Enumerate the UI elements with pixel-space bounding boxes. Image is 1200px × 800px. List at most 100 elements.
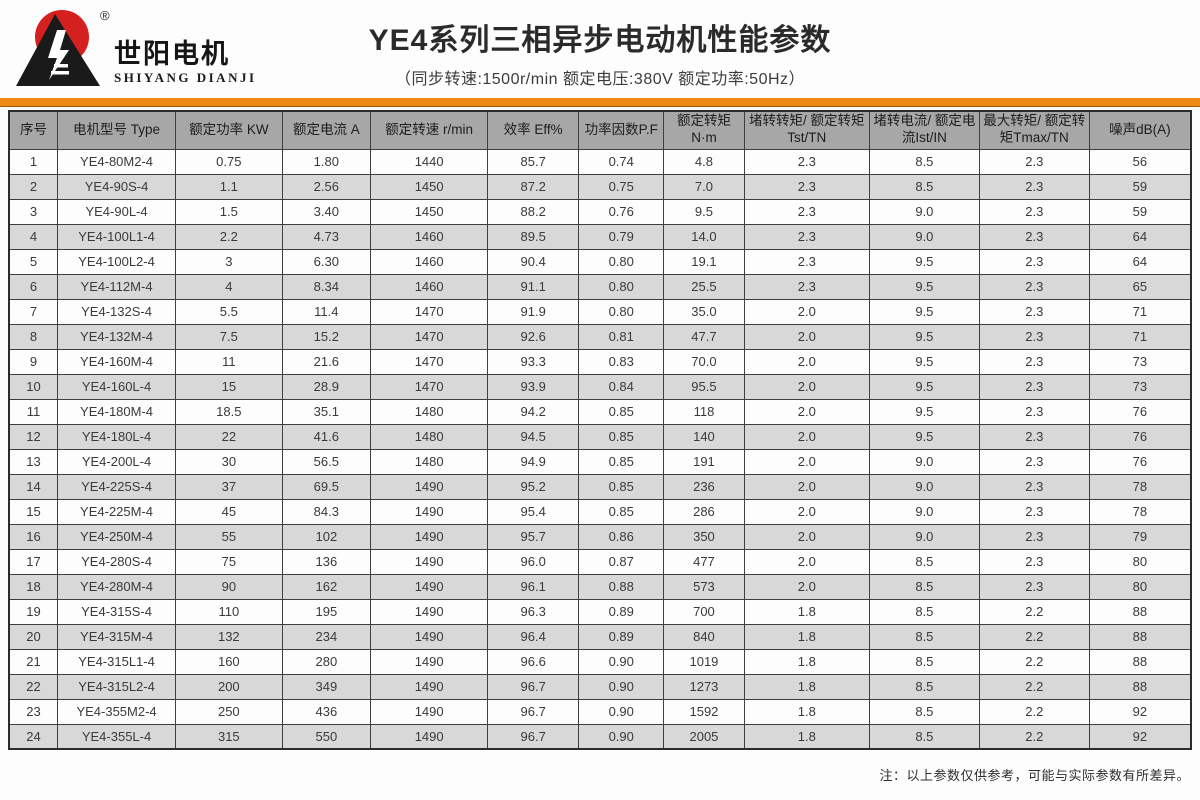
table-cell: 1470 xyxy=(370,298,489,325)
table-cell: 64 xyxy=(1088,223,1192,250)
table-cell: 13 xyxy=(8,448,58,475)
table-cell: 1460 xyxy=(370,248,489,275)
table-cell: 69.5 xyxy=(281,473,372,500)
table-cell: 11 xyxy=(175,348,283,375)
table-cell: 1480 xyxy=(370,448,489,475)
table-cell: 56 xyxy=(1088,148,1192,175)
table-cell: 8.5 xyxy=(868,648,980,675)
table-cell: YE4-112M-4 xyxy=(56,273,177,300)
table-cell: 21.6 xyxy=(281,348,372,375)
table-cell: 9.5 xyxy=(868,298,980,325)
table-cell: 2.3 xyxy=(743,173,870,200)
table-cell: 1490 xyxy=(370,573,489,600)
table-cell: 73 xyxy=(1088,373,1192,400)
table-cell: YE4-80M2-4 xyxy=(56,148,177,175)
table-cell: 8.5 xyxy=(868,148,980,175)
table-cell: YE4-225M-4 xyxy=(56,498,177,525)
table-cell: 84.3 xyxy=(281,498,372,525)
table-header-row: 序号 电机型号 Type 额定功率 KW 额定电流 A 额定转速 r/min 效率 Eff… xyxy=(8,110,1192,150)
table-cell: 96.7 xyxy=(487,723,580,750)
table-cell: 95.7 xyxy=(487,523,580,550)
table-cell: 2.0 xyxy=(743,323,870,350)
table-cell: 0.85 xyxy=(578,448,665,475)
table-cell: 78 xyxy=(1088,473,1192,500)
column-header-4: 额定转速 r/min xyxy=(370,110,489,150)
table-cell: 2.0 xyxy=(743,498,870,525)
column-header-6: 功率因数P.F xyxy=(578,110,665,150)
table-cell: 2.0 xyxy=(743,573,870,600)
table-cell: 88 xyxy=(1088,648,1192,675)
table-cell: 2.56 xyxy=(281,173,372,200)
table-row: 3 YE4-90L-4 1.5 3.40 1450 88.2 0.76 9.5 2.3 9.0 2.… xyxy=(8,198,1192,225)
table-cell: 96.7 xyxy=(487,698,580,725)
table-cell: 1273 xyxy=(663,673,745,700)
table-cell: 23 xyxy=(8,698,58,725)
table-cell: 95.5 xyxy=(663,373,745,400)
table-cell: 349 xyxy=(281,673,372,700)
table-cell: 10 xyxy=(8,373,58,400)
table-cell: 477 xyxy=(663,548,745,575)
table-cell: 8.34 xyxy=(281,273,372,300)
table-cell: 286 xyxy=(663,498,745,525)
table-cell: 8.5 xyxy=(868,623,980,650)
table-cell: 8.5 xyxy=(868,698,980,725)
table-cell: 96.7 xyxy=(487,673,580,700)
table-cell: 0.85 xyxy=(578,473,665,500)
table-cell: YE4-100L2-4 xyxy=(56,248,177,275)
table-cell: 2.0 xyxy=(743,473,870,500)
table-cell: 9.0 xyxy=(868,448,980,475)
table-cell: 55 xyxy=(175,523,283,550)
table-cell: 2.3 xyxy=(978,348,1090,375)
table-cell: 3 xyxy=(175,248,283,275)
table-row: 5 YE4-100L2-4 3 6.30 1460 90.4 0.80 19.1 2.3 9.5 2… xyxy=(8,248,1192,275)
table-cell: 436 xyxy=(281,698,372,725)
table-cell: 1490 xyxy=(370,498,489,525)
table-cell: 76 xyxy=(1088,423,1192,450)
table-cell: 18.5 xyxy=(175,398,283,425)
table-cell: 8.5 xyxy=(868,723,980,750)
table-cell: 2.3 xyxy=(978,448,1090,475)
table-cell: 2.0 xyxy=(743,548,870,575)
table-cell: 87.2 xyxy=(487,173,580,200)
table-cell: 2.3 xyxy=(743,273,870,300)
page-title: YE4系列三相异步电动机性能参数 xyxy=(368,24,832,57)
table-cell: 1.8 xyxy=(743,623,870,650)
table-cell: 95.4 xyxy=(487,498,580,525)
table-cell: 2.2 xyxy=(978,698,1090,725)
table-cell: 0.76 xyxy=(578,198,665,225)
table-cell: 3.40 xyxy=(281,198,372,225)
table-cell: 2.3 xyxy=(978,198,1090,225)
table-cell: 2.2 xyxy=(978,598,1090,625)
table-row: 4 YE4-100L1-4 2.2 4.73 1460 89.5 0.79 14.0 2.3 9.… xyxy=(8,223,1192,250)
table-cell: 0.80 xyxy=(578,248,665,275)
table-cell: 0.75 xyxy=(578,173,665,200)
table-cell: 17 xyxy=(8,548,58,575)
table-cell: 1440 xyxy=(370,148,489,175)
table-row: 9 YE4-160M-4 11 21.6 1470 93.3 0.83 70.0 2.0 9.5 2… xyxy=(8,348,1192,375)
table-cell: 56.5 xyxy=(281,448,372,475)
table-cell: 250 xyxy=(175,698,283,725)
table-cell: 2.3 xyxy=(978,223,1090,250)
table-cell: YE4-160L-4 xyxy=(56,373,177,400)
table-cell: 20 xyxy=(8,623,58,650)
table-cell: 2.3 xyxy=(978,173,1090,200)
table-cell: 65 xyxy=(1088,273,1192,300)
company-logo: ® 世阳电机 SHIYANG DIANJI xyxy=(14,6,257,92)
table-cell: 15 xyxy=(175,373,283,400)
table-cell: 14 xyxy=(8,473,58,500)
table-cell: 315 xyxy=(175,723,283,750)
table-cell: YE4-132S-4 xyxy=(56,298,177,325)
table-cell: 2.3 xyxy=(978,323,1090,350)
table-cell: 0.80 xyxy=(578,273,665,300)
table-row: 10 YE4-160L-4 15 28.9 1470 93.9 0.84 95.5 2.0 9.5… xyxy=(8,373,1192,400)
table-row: 8 YE4-132M-4 7.5 15.2 1470 92.6 0.81 47.7 2.0 9.5… xyxy=(8,323,1192,350)
column-header-1: 电机型号 Type xyxy=(56,110,177,150)
table-cell: 0.90 xyxy=(578,698,665,725)
table-cell: YE4-90S-4 xyxy=(56,173,177,200)
page-header: ® 世阳电机 SHIYANG DIANJI YE4系列三相异步电动机性能参数 （… xyxy=(0,0,1200,98)
table-cell: 89.5 xyxy=(487,223,580,250)
table-cell: 96.0 xyxy=(487,548,580,575)
table-cell: 9.5 xyxy=(868,398,980,425)
table-cell: 59 xyxy=(1088,173,1192,200)
table-cell: 1490 xyxy=(370,523,489,550)
